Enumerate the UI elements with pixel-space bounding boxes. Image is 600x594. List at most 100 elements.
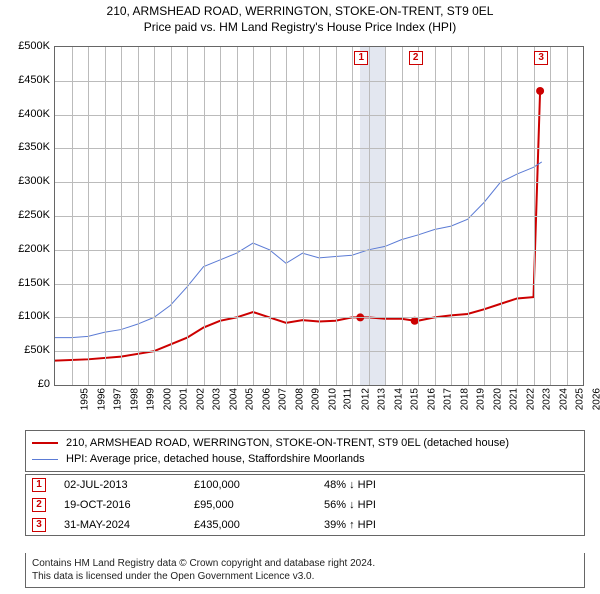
gridline-v (534, 47, 535, 385)
x-axis-label: 1996 (96, 388, 107, 410)
x-axis-label: 2026 (591, 388, 600, 410)
gridline-v (237, 47, 238, 385)
x-axis-label: 2002 (195, 388, 206, 410)
x-axis-label: 2018 (459, 388, 470, 410)
sale-marker-2: 2 (409, 51, 423, 65)
gridline-v (435, 47, 436, 385)
table-delta: 56% ↓ HPI (324, 499, 444, 511)
license-line-2: This data is licensed under the Open Gov… (32, 570, 578, 583)
chart-title-line2: Price paid vs. HM Land Registry's House … (0, 20, 600, 34)
y-axis-label: £100K (4, 310, 50, 322)
sale-dot (536, 87, 544, 95)
y-axis-label: £150K (4, 277, 50, 289)
gridline-v (418, 47, 419, 385)
gridline-v (105, 47, 106, 385)
table-delta: 48% ↓ HPI (324, 479, 444, 491)
gridline-v (484, 47, 485, 385)
x-axis-label: 2010 (327, 388, 338, 410)
gridline-v (451, 47, 452, 385)
gridline-v (352, 47, 353, 385)
x-axis-label: 2001 (178, 388, 189, 410)
x-axis-label: 1999 (145, 388, 156, 410)
x-axis-label: 2016 (426, 388, 437, 410)
table-price: £100,000 (194, 479, 324, 491)
y-axis-label: £0 (4, 378, 50, 390)
gridline-v (88, 47, 89, 385)
x-axis-label: 1995 (79, 388, 90, 410)
x-axis-label: 2022 (525, 388, 536, 410)
x-axis-label: 2012 (360, 388, 371, 410)
x-axis-label: 2024 (558, 388, 569, 410)
gridline-v (171, 47, 172, 385)
x-axis-label: 1998 (129, 388, 140, 410)
gridline-v (303, 47, 304, 385)
x-axis-label: 2013 (376, 388, 387, 410)
x-axis-label: 2000 (162, 388, 173, 410)
x-axis-label: 2009 (310, 388, 321, 410)
y-axis-label: £500K (4, 40, 50, 52)
gridline-v (385, 47, 386, 385)
table-delta: 39% ↑ HPI (324, 519, 444, 531)
gridline-v (72, 47, 73, 385)
x-axis-label: 2023 (541, 388, 552, 410)
table-date: 19-OCT-2016 (64, 499, 194, 511)
y-axis-label: £200K (4, 243, 50, 255)
table-marker: 1 (32, 478, 46, 492)
legend-item-price-paid: 210, ARMSHEAD ROAD, WERRINGTON, STOKE-ON… (32, 435, 578, 451)
chart-title-line1: 210, ARMSHEAD ROAD, WERRINGTON, STOKE-ON… (0, 4, 600, 18)
x-axis-label: 2025 (574, 388, 585, 410)
legend-label-2: HPI: Average price, detached house, Staf… (66, 453, 365, 465)
gridline-v (567, 47, 568, 385)
y-axis-label: £50K (4, 344, 50, 356)
legend-box: 210, ARMSHEAD ROAD, WERRINGTON, STOKE-ON… (25, 430, 585, 472)
legend-label-1: 210, ARMSHEAD ROAD, WERRINGTON, STOKE-ON… (66, 437, 509, 449)
gridline-v (336, 47, 337, 385)
x-axis-label: 2015 (409, 388, 420, 410)
gridline-v (468, 47, 469, 385)
legend-item-hpi: HPI: Average price, detached house, Staf… (32, 451, 578, 467)
x-axis-label: 2008 (294, 388, 305, 410)
gridline-v (154, 47, 155, 385)
table-marker: 3 (32, 518, 46, 532)
x-axis-label: 2019 (475, 388, 486, 410)
gridline-v (220, 47, 221, 385)
gridline-v (501, 47, 502, 385)
table-date: 31-MAY-2024 (64, 519, 194, 531)
legend-swatch-red (32, 442, 58, 444)
y-axis-label: £350K (4, 141, 50, 153)
x-axis-label: 2011 (343, 388, 354, 410)
table-date: 02-JUL-2013 (64, 479, 194, 491)
plot-area: 123 (54, 46, 584, 386)
gridline-v (253, 47, 254, 385)
x-axis-label: 2005 (244, 388, 255, 410)
x-axis-label: 2014 (393, 388, 404, 410)
y-axis-label: £250K (4, 209, 50, 221)
table-marker: 2 (32, 498, 46, 512)
table-price: £435,000 (194, 519, 324, 531)
license-line-1: Contains HM Land Registry data © Crown c… (32, 557, 578, 570)
table-row: 2 19-OCT-2016£95,00056% ↓ HPI (26, 495, 584, 515)
table-price: £95,000 (194, 499, 324, 511)
table-row: 3 31-MAY-2024£435,00039% ↑ HPI (26, 515, 584, 535)
sale-marker-1: 1 (354, 51, 368, 65)
x-axis-label: 1997 (112, 388, 123, 410)
x-axis-label: 2020 (492, 388, 503, 410)
gridline-v (138, 47, 139, 385)
license-text: Contains HM Land Registry data © Crown c… (25, 553, 585, 588)
gridline-v (550, 47, 551, 385)
gridline-v (286, 47, 287, 385)
chart-container: { "title_line1": "210, ARMSHEAD ROAD, WE… (0, 4, 600, 594)
x-axis-label: 2004 (228, 388, 239, 410)
x-axis-label: 2017 (442, 388, 453, 410)
legend-swatch-blue (32, 459, 58, 460)
gridline-v (517, 47, 518, 385)
gridline-v (402, 47, 403, 385)
x-axis-label: 2007 (277, 388, 288, 410)
gridline-v (204, 47, 205, 385)
table-row: 1 02-JUL-2013£100,00048% ↓ HPI (26, 475, 584, 495)
gridline-v (187, 47, 188, 385)
sales-table: 1 02-JUL-2013£100,00048% ↓ HPI 2 19-OCT-201… (25, 474, 585, 536)
y-axis-label: £400K (4, 108, 50, 120)
gridline-v (270, 47, 271, 385)
y-axis-label: £300K (4, 175, 50, 187)
